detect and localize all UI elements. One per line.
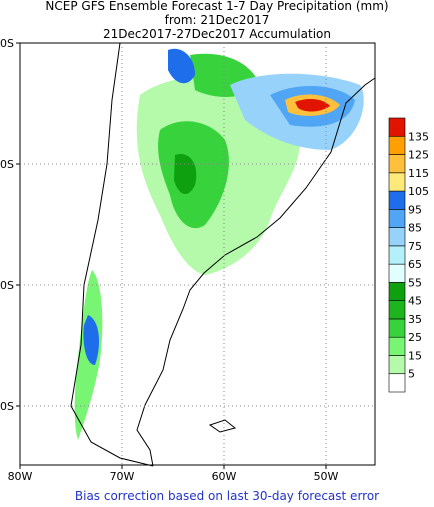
legend-swatch [388, 135, 406, 155]
legend-label: 15 [408, 349, 422, 362]
legend-swatch [388, 117, 406, 137]
legend-label: 65 [408, 258, 422, 271]
title-line: NCEP GFS Ensemble Forecast 1-7 Day Preci… [45, 0, 388, 13]
coastline [70, 42, 376, 467]
legend-swatch [388, 300, 406, 320]
precip-area [83, 315, 100, 365]
legend-label: 105 [408, 185, 429, 198]
lon-label: 60W [212, 470, 237, 483]
legend-swatch [388, 282, 406, 301]
legend-label: 85 [408, 222, 422, 235]
precip-area [174, 154, 197, 195]
island [208, 419, 237, 433]
legend-swatch [388, 227, 406, 247]
title-line: from: 21Dec2017 [165, 13, 270, 27]
lat-label: 40S [0, 279, 14, 292]
lat-label: 20S [0, 37, 14, 50]
legend-label: 25 [408, 331, 422, 344]
legend-swatch [388, 172, 406, 192]
legend-label: 135 [408, 130, 429, 143]
legend-swatch [388, 373, 406, 393]
legend-label: 55 [408, 276, 422, 289]
legend-label: 95 [408, 203, 422, 216]
legend-swatch [388, 336, 406, 356]
lat-label: 50S [0, 400, 14, 413]
legend-label: 35 [408, 313, 422, 326]
legend-label: 125 [408, 149, 429, 162]
legend-swatch [388, 209, 406, 228]
lat-label: 30S [0, 158, 14, 171]
precip-area [168, 48, 195, 84]
legend-swatch [388, 245, 406, 265]
lon-label: 50W [314, 470, 339, 483]
legend-label: 75 [408, 240, 422, 253]
precip-area [295, 99, 330, 112]
footer-note: Bias correction based on last 30-day for… [75, 489, 379, 503]
legend-label: 115 [408, 167, 429, 180]
legend-label: 5 [408, 368, 415, 381]
legend-swatch [388, 318, 406, 338]
lon-label: 70W [110, 470, 135, 483]
legend-label: 45 [408, 295, 422, 308]
map-area [19, 42, 376, 467]
legend-swatch [388, 190, 406, 210]
legend-swatch [388, 355, 406, 375]
title-line: 21Dec2017-27Dec2017 Accumulation [103, 27, 331, 41]
legend-swatch [388, 263, 406, 283]
legend-swatch [388, 154, 406, 174]
lon-label: 80W [8, 470, 33, 483]
